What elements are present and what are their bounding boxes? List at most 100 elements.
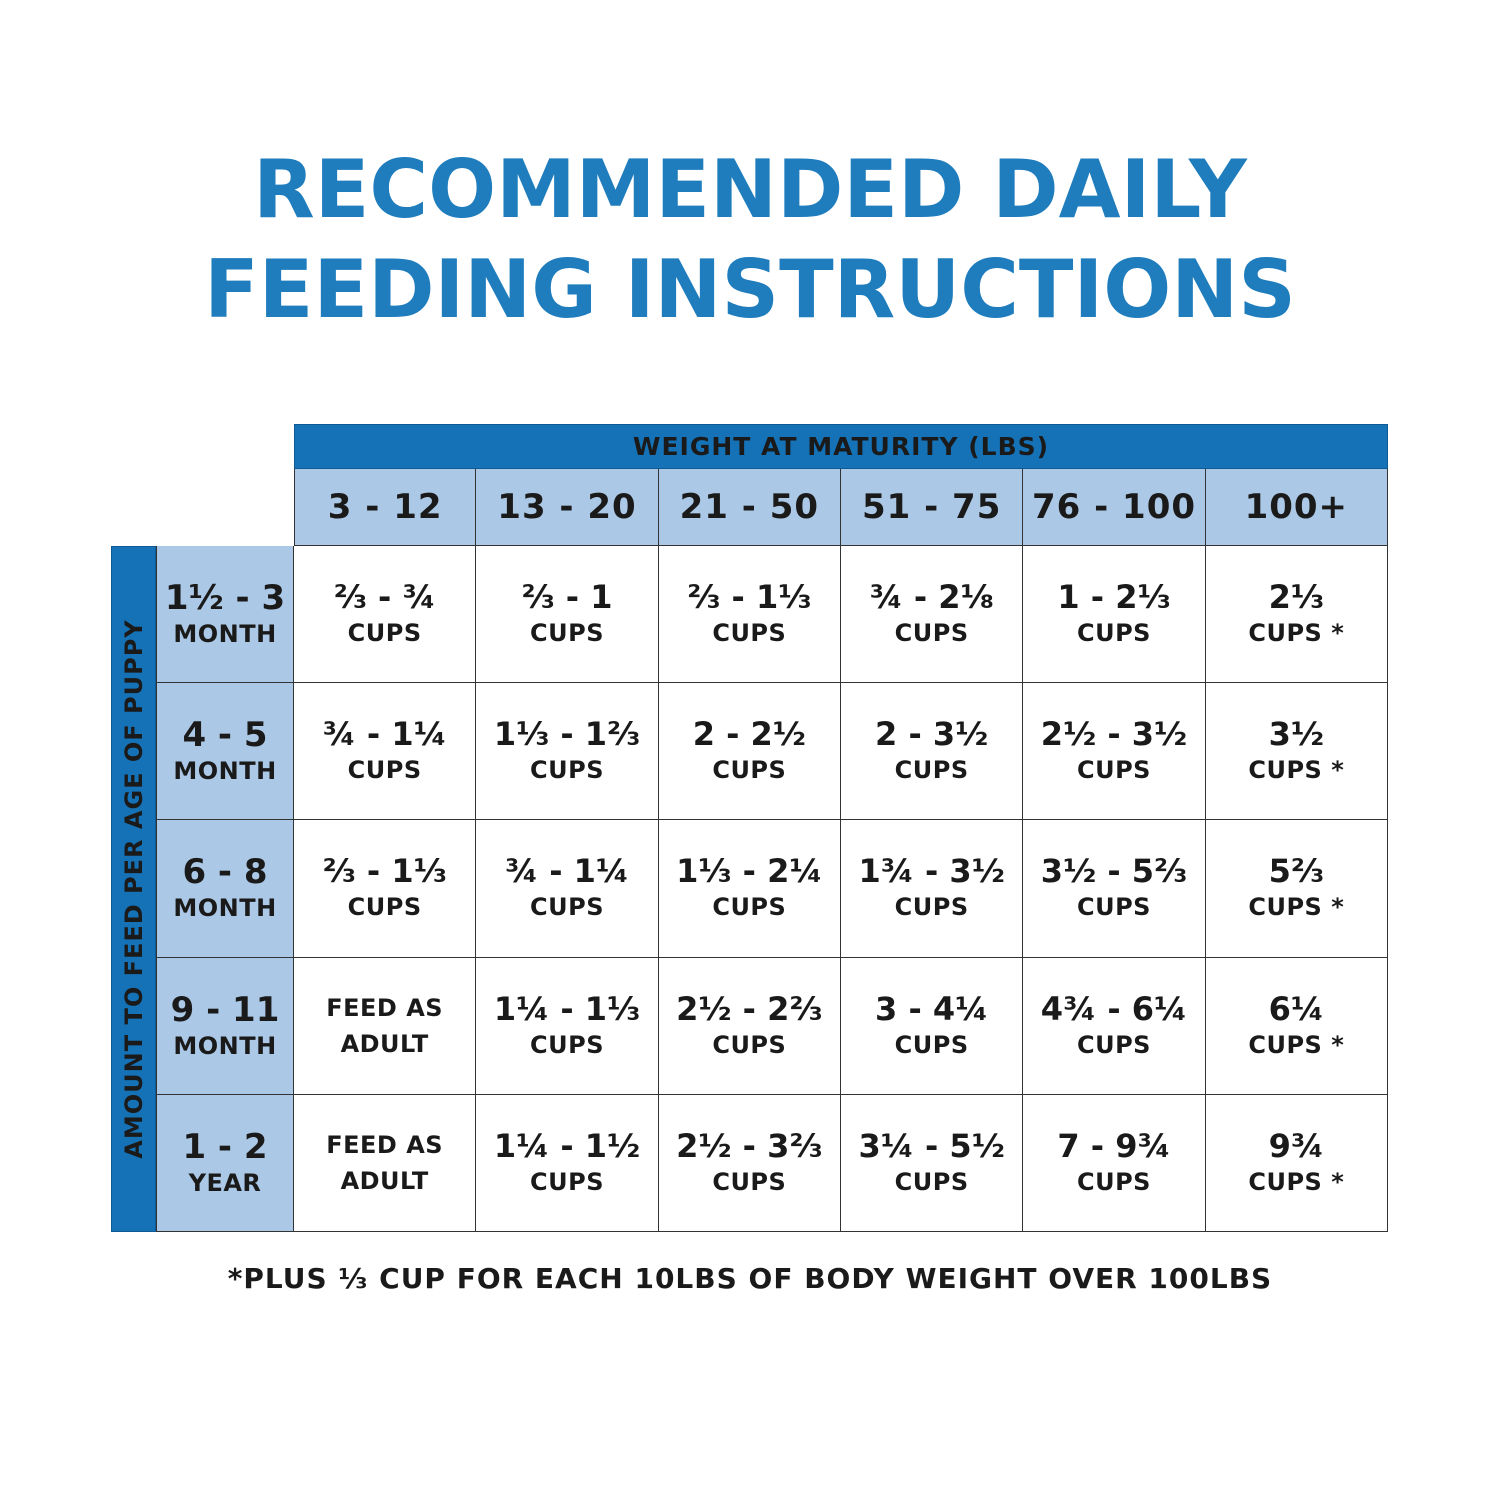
cell-feed-line-1: FEED AS (326, 993, 444, 1022)
cell-amount: 9¾ (1268, 1126, 1324, 1165)
table-cell: 9¾ CUPS * (1205, 1094, 1388, 1232)
table-cell: 2 - 3½ CUPS (840, 683, 1024, 821)
table-cell: 1¼ - 1½ CUPS (476, 1094, 659, 1232)
cell-amount: ⅔ - 1 (521, 578, 613, 617)
table-cell: 3½ - 5⅔ CUPS (1023, 820, 1206, 958)
column-header-76-100: 76 - 100 (1023, 469, 1206, 546)
cell-amount: ⅔ - 1⅓ (322, 852, 447, 891)
cell-unit: CUPS (894, 756, 969, 785)
cell-feed-line-1: FEED AS (326, 1130, 444, 1159)
row-header-age-unit: MONTH (173, 894, 277, 923)
cell-amount: 1¼ - 1½ (493, 1126, 641, 1165)
age-of-puppy-label: AMOUNT TO FEED PER AGE OF PUPPY (119, 619, 148, 1159)
table-cell: FEED AS ADULT (294, 957, 477, 1095)
row-header-age: 1½ - 3 MONTH (156, 546, 294, 684)
cell-amount: 2½ - 3½ (1040, 715, 1188, 754)
table-cell: ¾ - 1¼ CUPS (476, 820, 659, 958)
table-cell: 3½ CUPS * (1205, 683, 1388, 821)
table-cell: 3 - 4¼ CUPS (840, 957, 1024, 1095)
cell-amount: 6¼ (1268, 989, 1324, 1028)
row-header-age: 6 - 8 MONTH (156, 820, 294, 958)
cell-unit: CUPS (712, 1030, 787, 1059)
cell-amount: 2 - 3½ (875, 715, 989, 754)
cell-unit: CUPS (530, 893, 604, 922)
row-header-age-value: 1 - 2 (182, 1126, 268, 1167)
cell-unit: CUPS (712, 756, 787, 785)
column-header-21-50: 21 - 50 (658, 469, 841, 546)
cell-unit: CUPS (347, 619, 422, 648)
cell-amount: ⅔ - ¾ (333, 578, 436, 617)
table-cell: 1⅓ - 1⅔ CUPS (476, 683, 659, 821)
table-cell: 2½ - 2⅔ CUPS (658, 957, 841, 1095)
cell-unit: CUPS (712, 893, 787, 922)
cell-unit: CUPS (1076, 619, 1151, 648)
table-cell: ⅔ - 1⅓ CUPS (294, 820, 477, 958)
cell-unit: CUPS (1076, 756, 1151, 785)
cell-amount: 1⅓ - 1⅔ (493, 715, 641, 754)
cell-amount: ¾ - 1¼ (504, 852, 630, 891)
row-header-age-value: 4 - 5 (182, 715, 268, 756)
cell-unit: CUPS (530, 756, 604, 785)
cell-unit: CUPS * (1248, 893, 1345, 922)
row-header-age-value: 6 - 8 (182, 852, 268, 893)
feeding-table: 3 - 12 13 - 20 21 - 50 51 - 75 76 - 100 … (156, 469, 1388, 1232)
cell-amount: 3½ (1268, 715, 1324, 754)
column-header-100-plus: 100+ (1205, 469, 1388, 546)
cell-unit: CUPS (894, 619, 969, 648)
title-line-1: RECOMMENDED DAILY (253, 143, 1247, 236)
cell-unit: CUPS (530, 1030, 604, 1059)
table-cell: ¾ - 2⅛ CUPS (840, 546, 1024, 684)
cell-amount: 1¼ - 1⅓ (493, 989, 641, 1028)
cell-amount: 2 - 2½ (692, 715, 806, 754)
cell-unit: CUPS * (1248, 619, 1345, 648)
table-cell: ⅔ - 1 CUPS (476, 546, 659, 684)
row-header-age: 4 - 5 MONTH (156, 683, 294, 821)
row-header-age-unit: MONTH (173, 1031, 277, 1060)
cell-amount: ¾ - 2⅛ (869, 578, 994, 617)
column-header-13-20: 13 - 20 (476, 469, 659, 546)
cell-unit: CUPS (1076, 1167, 1151, 1196)
cell-amount: 1¾ - 3½ (858, 852, 1005, 891)
cell-unit: CUPS (894, 1167, 969, 1196)
cell-unit: CUPS (1076, 893, 1151, 922)
cell-unit: CUPS * (1248, 1030, 1345, 1059)
table-cell: 2 - 2½ CUPS (658, 683, 841, 821)
cell-unit: CUPS * (1248, 756, 1345, 785)
table-cell: 1¾ - 3½ CUPS (840, 820, 1024, 958)
age-of-puppy-header: AMOUNT TO FEED PER AGE OF PUPPY (111, 546, 156, 1232)
column-header-51-75: 51 - 75 (840, 469, 1024, 546)
table-corner (156, 469, 294, 546)
cell-amount: 2½ - 3⅔ (676, 1126, 823, 1165)
row-header-age-unit: MONTH (173, 757, 277, 786)
cell-feed-line-2: ADULT (340, 1029, 429, 1058)
cell-amount: 1 - 2⅓ (1057, 578, 1171, 617)
page-title: RECOMMENDED DAILY FEEDING INSTRUCTIONS (0, 140, 1500, 340)
cell-amount: 3¼ - 5½ (858, 1126, 1005, 1165)
table-cell: ⅔ - ¾ CUPS (294, 546, 477, 684)
weight-at-maturity-header: WEIGHT AT MATURITY (LBS) (294, 424, 1388, 469)
cell-unit: CUPS (347, 756, 422, 785)
table-cell: 4¾ - 6¼ CUPS (1023, 957, 1206, 1095)
footnote: *PLUS ⅓ CUP FOR EACH 10LBS OF BODY WEIGH… (227, 1262, 1273, 1295)
cell-amount: 3½ - 5⅔ (1040, 852, 1188, 891)
cell-feed-line-2: ADULT (340, 1166, 429, 1195)
cell-amount: ¾ - 1¼ (322, 715, 447, 754)
table-cell: 1 - 2⅓ CUPS (1023, 546, 1206, 684)
table-cell: 2⅓ CUPS * (1205, 546, 1388, 684)
cell-amount: 5⅔ (1268, 852, 1324, 891)
row-header-age-value: 1½ - 3 (164, 578, 286, 619)
cell-amount: 2⅓ (1268, 578, 1324, 617)
cell-unit: CUPS (712, 1167, 787, 1196)
cell-amount: 3 - 4¼ (875, 989, 989, 1028)
table-cell: ¾ - 1¼ CUPS (294, 683, 477, 821)
row-header-age: 1 - 2 YEAR (156, 1094, 294, 1232)
table-cell: ⅔ - 1⅓ CUPS (658, 546, 841, 684)
cell-unit: CUPS (894, 893, 969, 922)
cell-unit: CUPS (1076, 1030, 1151, 1059)
cell-amount: 1⅓ - 2¼ (676, 852, 823, 891)
cell-amount: 2½ - 2⅔ (676, 989, 823, 1028)
cell-amount: 4¾ - 6¼ (1040, 989, 1188, 1028)
row-header-age: 9 - 11 MONTH (156, 957, 294, 1095)
table-cell: 5⅔ CUPS * (1205, 820, 1388, 958)
cell-unit: CUPS (894, 1030, 969, 1059)
